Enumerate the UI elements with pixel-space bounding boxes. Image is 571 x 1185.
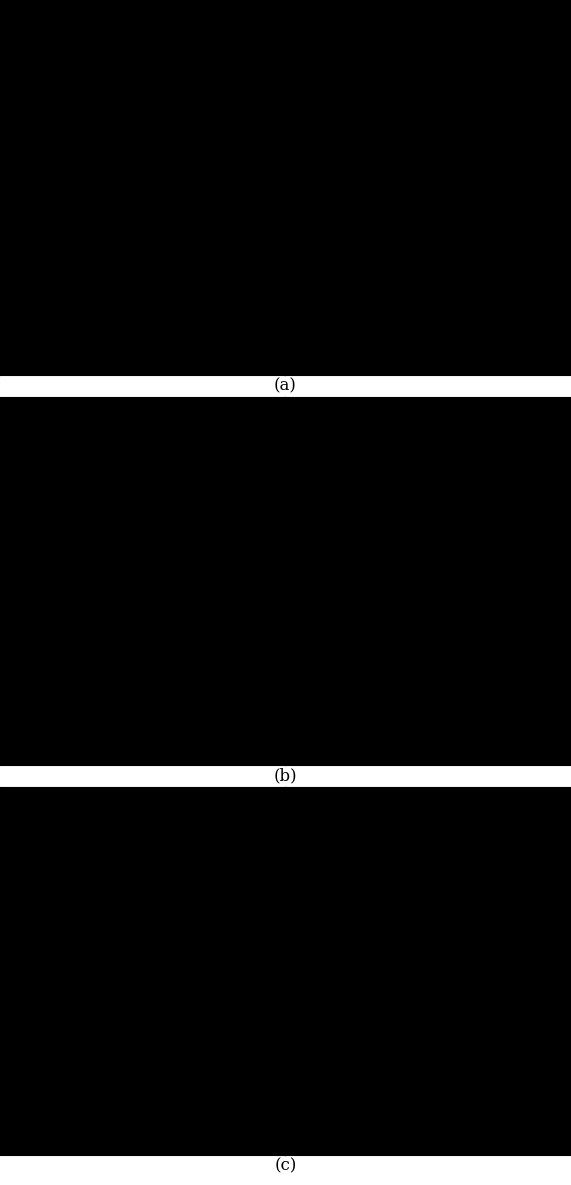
Text: (c): (c) [274, 1158, 297, 1174]
Text: (b): (b) [274, 768, 297, 784]
Text: (a): (a) [274, 378, 297, 395]
